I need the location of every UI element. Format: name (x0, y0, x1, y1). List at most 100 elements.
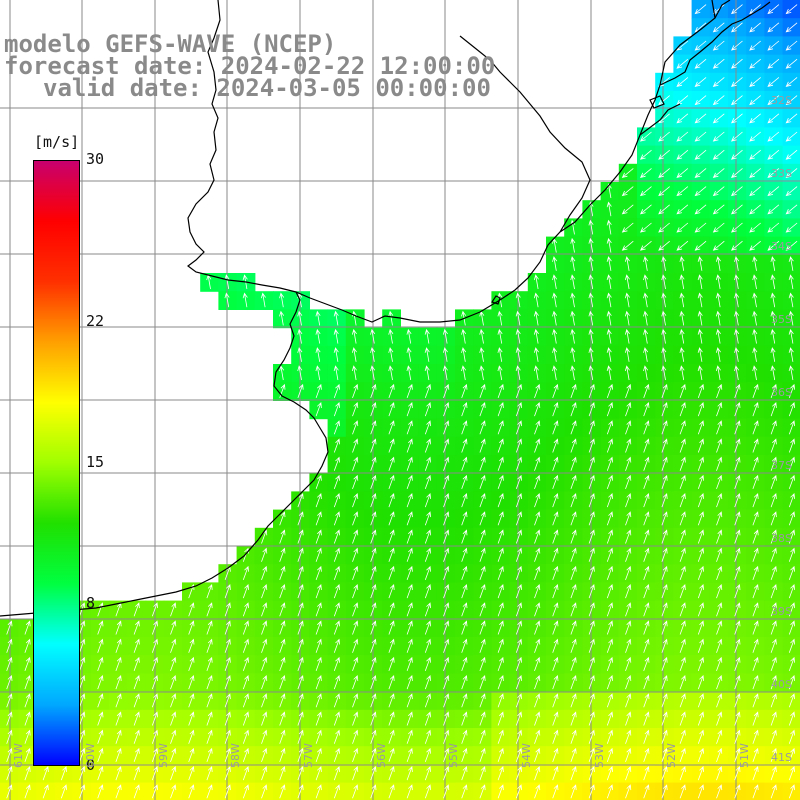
wind-cell (782, 291, 800, 310)
wind-arrow (606, 402, 613, 417)
wind-arrow (588, 438, 595, 453)
wind-arrow (788, 438, 795, 453)
wind-arrow (625, 711, 632, 726)
wind-arrow (639, 222, 652, 233)
wind-cell (764, 218, 784, 238)
wind-arrow (661, 584, 668, 599)
wind-cell (637, 182, 656, 201)
wind-arrow (788, 711, 795, 726)
wind-arrow (661, 292, 667, 308)
wind-arrow (770, 565, 777, 581)
wind-arrow (679, 365, 685, 381)
wind-arrow (679, 420, 686, 435)
wind-arrow (661, 547, 668, 562)
wind-arrow (749, 240, 761, 251)
wind-arrow (479, 602, 486, 617)
wind-arrow (333, 638, 340, 653)
wind-cell (655, 127, 674, 147)
wind-arrow (261, 747, 268, 763)
wind-arrow (658, 204, 670, 215)
wind-arrow (606, 347, 612, 362)
wind-arrow (643, 402, 650, 417)
wind-arrow (388, 620, 395, 635)
wind-arrow (552, 402, 559, 417)
wind-arrow (734, 711, 741, 726)
wind-arrow (697, 511, 704, 526)
wind-arrow (570, 656, 577, 672)
wind-arrow (170, 693, 177, 708)
wind-arrow (370, 383, 377, 399)
wind-arrow (188, 693, 195, 708)
wind-arrow (697, 565, 704, 581)
wind-arrow (606, 493, 613, 508)
wind-arrow (712, 186, 725, 197)
wind-arrow (625, 529, 632, 544)
wind-arrow (115, 747, 122, 763)
wind-arrow (570, 292, 576, 308)
wind-arrow (461, 602, 468, 617)
wind-arrow (406, 547, 413, 562)
wind-arrow (570, 784, 577, 799)
wind-arrow (406, 693, 413, 708)
wind-cell (691, 218, 711, 238)
wind-arrow (643, 474, 650, 490)
wind-arrow (97, 620, 104, 635)
wind-arrow (697, 383, 704, 399)
wind-cell (709, 109, 729, 128)
wind-cell (728, 109, 747, 128)
wind-arrow (643, 547, 650, 562)
longitude-label: 61W (12, 743, 25, 768)
wind-arrow (734, 402, 741, 417)
wind-arrow (734, 620, 741, 635)
wind-arrow (658, 240, 670, 251)
wind-arrow (643, 565, 650, 581)
wind-arrow (624, 365, 630, 381)
wind-cell (728, 145, 747, 165)
wind-arrow (515, 638, 522, 653)
wind-arrow (643, 347, 649, 362)
wind-arrow (697, 402, 704, 417)
wind-arrow (734, 474, 741, 490)
wind-arrow (715, 274, 721, 290)
wind-arrow (352, 675, 359, 690)
wind-arrow (661, 747, 668, 763)
wind-arrow (552, 565, 559, 581)
wind-cell (637, 145, 656, 165)
wind-arrow (133, 693, 140, 708)
wind-arrow (570, 620, 577, 635)
wind-arrow (515, 328, 521, 344)
wind-cell (673, 127, 693, 147)
wind-arrow (639, 131, 652, 142)
wind-cell (673, 145, 693, 165)
wind-cell (655, 163, 674, 183)
wind-arrow (716, 493, 723, 508)
wind-arrow (697, 292, 703, 308)
wind-cell (709, 54, 729, 74)
wind-arrow (443, 565, 450, 581)
wind-arrow (424, 602, 431, 617)
wind-arrow (661, 511, 668, 526)
wind-arrow (170, 747, 177, 763)
wind-arrow (370, 784, 377, 799)
wind-arrow (770, 383, 777, 399)
wind-arrow (694, 222, 707, 233)
wind-arrow (788, 511, 795, 526)
wind-arrow (767, 168, 780, 178)
wind-arrow (97, 729, 104, 744)
wind-arrow (716, 711, 723, 726)
wind-arrow (770, 347, 776, 362)
wind-arrow (697, 456, 704, 471)
wind-arrow (625, 693, 632, 708)
wind-arrow (661, 456, 668, 471)
wind-arrow (534, 474, 541, 490)
wind-arrow (406, 602, 413, 617)
wind-arrow (752, 620, 759, 635)
wind-arrow (697, 274, 703, 290)
wind-arrow (624, 328, 630, 344)
wind-arrow (515, 656, 522, 672)
wind-arrow (497, 729, 504, 744)
wind-arrow (206, 729, 213, 744)
wind-arrow (716, 584, 723, 599)
wind-arrow (679, 493, 686, 508)
wind-arrow (242, 766, 249, 781)
